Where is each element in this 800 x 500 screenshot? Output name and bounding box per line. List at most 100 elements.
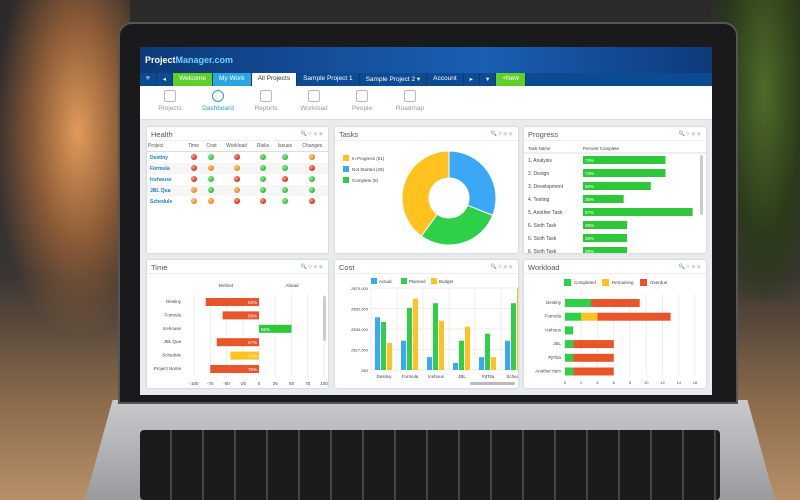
bar-label: 65% [261, 327, 270, 332]
tab-10[interactable]: +New [496, 73, 527, 86]
x-tick-label: 75 [305, 381, 311, 386]
time-bar [222, 311, 259, 320]
tab-9[interactable]: ▾ [479, 73, 497, 86]
keyboard [140, 430, 720, 500]
legend-label: Completed [574, 280, 596, 285]
cost-bar [453, 362, 458, 370]
table-row: JBL Qua [147, 185, 328, 196]
cost-bar [401, 340, 406, 370]
tab-0[interactable]: ≡ [140, 73, 157, 86]
panel-title: Time [151, 263, 168, 272]
legend-swatch [602, 279, 609, 286]
report-icon [260, 90, 272, 102]
legend-label: Budget [439, 279, 454, 284]
x-tick-label: 50 [289, 381, 295, 386]
status-dot-green [281, 197, 288, 204]
tab-4[interactable]: All Projects [251, 73, 298, 86]
status-dot-red [190, 164, 197, 171]
column-header: Changes [296, 141, 328, 152]
task-name: 6. Sixth Task [528, 236, 557, 242]
health-table: Project Time Cost Workload Risks Issues Change… [147, 141, 328, 207]
bar-label: 82% [248, 300, 257, 305]
nav-people[interactable]: People [338, 86, 386, 119]
logo[interactable]: ProjectManager.com [145, 55, 233, 65]
nav-projects[interactable]: Projects [146, 86, 194, 119]
tab-1[interactable]: ◂ [156, 73, 174, 86]
legend-swatch [343, 177, 349, 183]
panel-tools-icon[interactable]: 🔍⚙◉◉ [300, 264, 324, 270]
status-dot-red [260, 197, 267, 204]
workload-bar [565, 367, 574, 376]
workload-chart: Completed Remaining Overdue 0 2 4 6 8 10 12 14 16 De… [535, 279, 698, 385]
project-link[interactable]: JBL Qua [147, 185, 185, 196]
panel-tools-icon[interactable]: 🔍⚙◉◉ [490, 131, 514, 137]
status-dot-red [281, 175, 288, 182]
table-row: Icehouse [147, 174, 328, 185]
bar-label: 73% [585, 158, 594, 163]
category-label: Icehouse [163, 326, 182, 331]
cost-bar [427, 357, 432, 370]
y-tick-label: Z$35,000 [351, 327, 369, 332]
workload-bar [581, 312, 598, 321]
category-label: PjtTita [548, 355, 561, 360]
donut-slice [401, 150, 450, 237]
status-dot-red [233, 175, 240, 182]
status-dot-green [208, 186, 215, 193]
status-dot-orange [233, 164, 240, 171]
desk-lamp-background [0, 0, 130, 330]
health-panel: Health 🔍⚙◉◉ Project Time Cost Workload Risks I… [147, 127, 328, 253]
panel-title: Progress [528, 130, 559, 139]
tab-7[interactable]: Account [427, 73, 464, 86]
time-bar [205, 298, 259, 306]
time-bar [210, 365, 259, 373]
task-name: 6. Sixth Task [528, 249, 557, 253]
cost-bar [459, 340, 464, 370]
panel-tools-icon[interactable]: 🔍⚙◉◉ [490, 264, 514, 270]
x-tick-label: 4 [596, 380, 599, 385]
status-dot-green [260, 164, 267, 171]
y-tick-label: Z$0 [361, 368, 369, 373]
cost-bar [479, 357, 484, 370]
category-label: Icehous [545, 327, 562, 332]
tab-5[interactable]: Sample Project 1 [297, 73, 360, 86]
project-link[interactable]: Schedule [150, 198, 173, 205]
nav-reports[interactable]: Reports [242, 86, 290, 119]
column-header: Issues [273, 141, 297, 152]
legend-label: Actual [379, 279, 392, 284]
legend-swatch [371, 278, 377, 284]
nav-workload[interactable]: Workload [290, 86, 338, 119]
project-link[interactable]: Formula [147, 163, 185, 174]
scrollbar [700, 155, 703, 215]
panel-tools-icon[interactable]: 🔍⚙◉◉ [300, 131, 324, 137]
category-label: Schedule [162, 353, 181, 358]
panel-tools-icon[interactable]: 🔍⚙◉◉ [678, 264, 702, 270]
category-label: Formula [544, 314, 561, 319]
legend-label: Complete (9) [352, 178, 379, 183]
project-link[interactable]: Destiny [150, 154, 169, 161]
tab-2[interactable]: Welcome [173, 73, 214, 86]
tab-6[interactable]: Sample Project 2 ▾ [359, 73, 428, 86]
status-dot-green [208, 153, 215, 160]
progress-bar [583, 208, 693, 216]
x-tick-label: -75 [207, 381, 214, 386]
tab-3[interactable]: My Work [213, 73, 252, 86]
task-name: 1. Analysis [528, 158, 552, 164]
cost-bar [407, 307, 412, 370]
cost-bar [413, 298, 418, 370]
tab-8[interactable]: ▸ [463, 73, 480, 86]
legend-swatch [564, 279, 571, 286]
donut-slice [420, 204, 494, 246]
panel-tools-icon[interactable]: 🔍⚙◉◉ [678, 131, 702, 137]
app-screen: ProjectManager.com ≡ ◂ Welcome My Work All P… [140, 47, 712, 395]
status-dot-green [260, 186, 267, 193]
nav-roadmap[interactable]: Roadmap [386, 86, 434, 119]
legend-swatch [343, 166, 349, 172]
nav-label: Dashboard [202, 105, 234, 112]
nav-dashboard[interactable]: Dashboard [194, 86, 242, 119]
category-label: JBL [553, 341, 561, 346]
legend-label: In Progress (51) [352, 156, 385, 161]
cost-bar [381, 321, 386, 370]
panel-title: Tasks [339, 130, 359, 139]
project-link[interactable]: Icehouse [150, 176, 172, 183]
task-name: 5. Another Task [528, 210, 563, 216]
